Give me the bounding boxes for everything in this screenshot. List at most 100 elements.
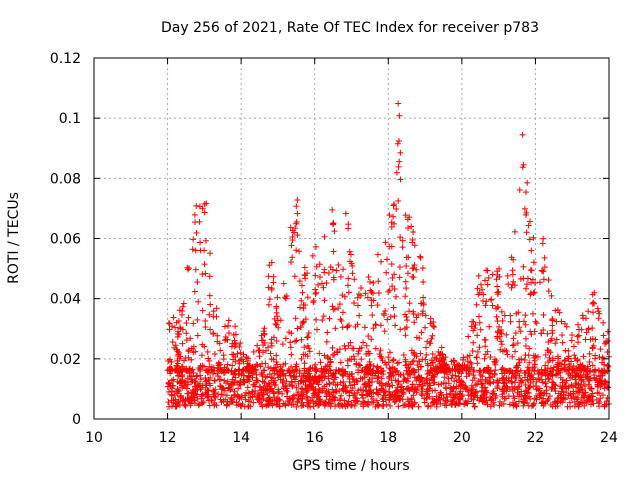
data-point (296, 248, 303, 255)
data-point (340, 266, 347, 273)
x-tick-label: 14 (232, 430, 250, 446)
data-point (199, 271, 206, 278)
data-point (232, 323, 239, 330)
data-point (487, 380, 494, 387)
data-point (374, 302, 381, 309)
data-point (516, 383, 523, 390)
data-point (389, 357, 396, 364)
data-point (585, 381, 592, 388)
data-point (474, 332, 481, 339)
data-point (315, 281, 322, 288)
data-point (536, 376, 543, 383)
data-point (482, 302, 489, 309)
data-point (404, 317, 411, 324)
data-point (259, 378, 266, 385)
x-tick-label: 10 (85, 430, 103, 446)
y-tick-label: 0.12 (50, 51, 81, 67)
data-point (231, 388, 238, 395)
data-point (489, 302, 496, 309)
data-point (541, 254, 548, 261)
data-point (339, 324, 346, 331)
data-point (201, 247, 208, 254)
data-point (294, 232, 301, 239)
data-point (375, 289, 382, 296)
data-point (505, 281, 512, 288)
data-point (193, 373, 200, 380)
data-point (265, 301, 272, 308)
data-point (326, 315, 333, 322)
data-point (290, 395, 297, 402)
data-point (192, 266, 199, 273)
data-point (552, 340, 559, 347)
data-point (334, 381, 341, 388)
data-point (395, 403, 402, 410)
data-point (165, 320, 172, 327)
data-point (165, 399, 172, 406)
data-point (484, 267, 491, 274)
data-point (363, 342, 370, 349)
data-point (335, 261, 342, 268)
data-point (202, 237, 209, 244)
data-point (574, 333, 581, 340)
data-point (451, 378, 458, 385)
data-point (522, 285, 529, 292)
data-point (270, 273, 277, 280)
data-point (380, 310, 387, 317)
data-point (595, 403, 602, 410)
data-point (235, 385, 242, 392)
data-point (528, 267, 535, 274)
data-point (289, 254, 296, 261)
data-point (313, 326, 320, 333)
data-point (469, 348, 476, 355)
data-point (402, 311, 409, 318)
data-point (499, 317, 506, 324)
data-point (406, 300, 413, 307)
data-point (484, 348, 491, 355)
data-point (321, 266, 328, 273)
data-point (206, 292, 213, 299)
data-point (520, 263, 527, 270)
data-point (273, 337, 280, 344)
data-point (226, 330, 233, 337)
data-point (503, 331, 510, 338)
data-point (549, 384, 556, 391)
data-point (438, 344, 445, 351)
data-point (207, 301, 214, 308)
data-point (527, 290, 534, 297)
data-point (296, 304, 303, 311)
data-point (423, 344, 430, 351)
data-point (545, 339, 552, 346)
data-point (500, 374, 507, 381)
data-point (539, 240, 546, 247)
data-point (594, 305, 601, 312)
data-point (419, 308, 426, 315)
data-point (214, 370, 221, 377)
data-point (282, 335, 289, 342)
data-point (245, 403, 252, 410)
data-point (192, 247, 199, 254)
data-point (402, 278, 409, 285)
data-point (321, 297, 328, 304)
x-tick-label: 12 (159, 430, 177, 446)
data-point (403, 313, 410, 320)
data-point (510, 335, 517, 342)
data-point (477, 371, 484, 378)
data-point (356, 312, 363, 319)
data-point (528, 331, 535, 338)
data-point (289, 383, 296, 390)
data-point (600, 319, 607, 326)
data-point (301, 264, 308, 271)
data-point (383, 256, 390, 263)
data-point (270, 279, 277, 286)
data-point (416, 381, 423, 388)
data-point (237, 349, 244, 356)
data-point (287, 258, 294, 265)
data-point (586, 359, 593, 366)
data-point (261, 325, 268, 332)
data-point (580, 315, 587, 322)
data-point (274, 294, 281, 301)
data-point (347, 339, 354, 346)
data-point (267, 350, 274, 357)
data-point (312, 361, 319, 368)
